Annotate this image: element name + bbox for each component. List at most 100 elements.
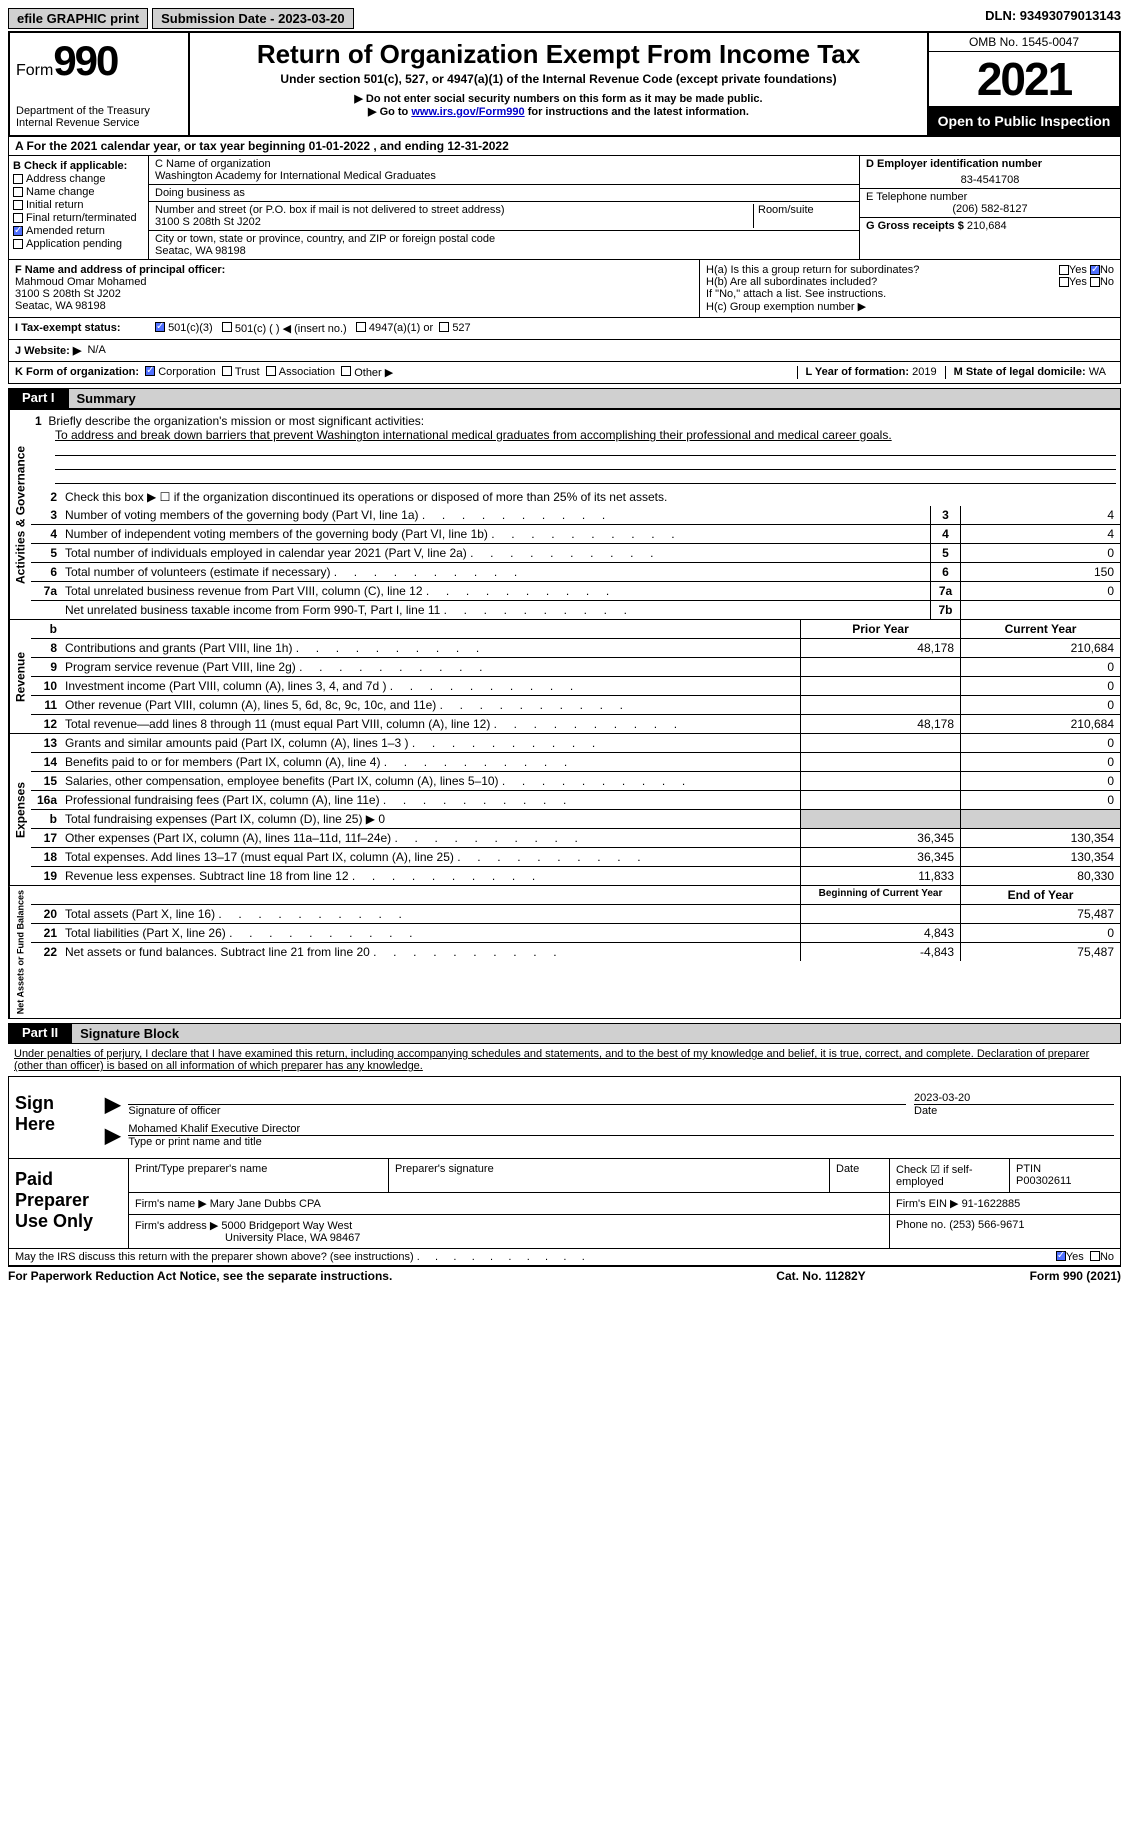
prep-print-label: Print/Type preparer's name [135,1163,382,1175]
sign-here-label: Sign Here [9,1077,99,1158]
exp-line: 17 Other expenses (Part IX, column (A), … [31,829,1120,848]
sig-officer-label: Signature of officer [128,1105,906,1117]
irs-label: Internal Revenue Service [16,117,182,129]
firm-ein-label: Firm's EIN ▶ [896,1198,959,1210]
k-other[interactable] [341,366,351,376]
cat-no: Cat. No. 11282Y [721,1269,921,1283]
sig-date-label: Date [914,1105,1114,1117]
city-label: City or town, state or province, country… [155,233,853,245]
gov-line: Net unrelated business taxable income fr… [31,601,1120,619]
rev-line: 8 Contributions and grants (Part VIII, l… [31,639,1120,658]
officer-addr1: 3100 S 208th St J202 [15,288,693,300]
prep-check-label: Check ☑ if self-employed [896,1163,1003,1188]
k-corp[interactable] [145,366,155,376]
i-opt2: 501(c) ( ) ◀ (insert no.) [235,322,347,335]
room-label: Room/suite [758,204,853,216]
ha-yes[interactable] [1059,265,1069,275]
part2-header: Part II Signature Block [8,1023,1121,1044]
hb-label: H(b) Are all subordinates included? [706,276,1059,288]
chk-initial-return[interactable] [13,200,23,210]
dln-label: DLN: 93493079013143 [985,8,1121,29]
exp-line: 19 Revenue less expenses. Subtract line … [31,867,1120,885]
i-opt3: 4947(a)(1) or [369,322,433,335]
arrow-icon: ▶ [105,1092,120,1117]
i-501c[interactable] [222,322,232,332]
form-label: Form [16,62,53,79]
open-public-label: Open to Public Inspection [929,107,1119,135]
part1-title: Summary [69,388,1121,409]
exp-vlabel: Expenses [9,734,31,885]
line1-label: Briefly describe the organization's miss… [48,414,424,428]
m-label: M State of legal domicile: [954,366,1086,378]
c-name-label: C Name of organization [155,158,853,170]
hb-yes[interactable] [1059,277,1069,287]
name-title-label: Type or print name and title [128,1136,1114,1148]
hb-yes-lbl: Yes [1069,276,1087,288]
gov-line: 6 Total number of volunteers (estimate i… [31,563,1120,582]
i-501c3[interactable] [155,322,165,332]
part1-header: Part I Summary [8,388,1121,409]
exp-line: 15 Salaries, other compensation, employe… [31,772,1120,791]
dba-label: Doing business as [155,187,853,199]
form-subtitle: Under section 501(c), 527, or 4947(a)(1)… [196,72,921,86]
phone-value: (206) 582-8127 [866,203,1114,215]
k-trust-lbl: Trust [235,366,260,379]
sig-date: 2023-03-20 [914,1092,1114,1105]
row-a-tax-year: A For the 2021 calendar year, or tax yea… [8,137,1121,156]
exp-line: 13 Grants and similar amounts paid (Part… [31,734,1120,753]
paperwork-notice: For Paperwork Reduction Act Notice, see … [8,1269,721,1283]
chk-final-return[interactable] [13,213,23,223]
discuss-no[interactable] [1090,1251,1100,1261]
k-other-lbl: Other ▶ [354,366,393,379]
gov-line: 5 Total number of individuals employed i… [31,544,1120,563]
i-4947[interactable] [356,322,366,332]
j-label: J Website: ▶ [15,344,81,357]
gov-section: Activities & Governance 1 Briefly descri… [8,409,1121,620]
net-line: 21 Total liabilities (Part X, line 26) 4… [31,924,1120,943]
i-opt4: 527 [452,322,470,335]
discuss-text: May the IRS discuss this return with the… [15,1251,1056,1263]
end-year-header: End of Year [960,886,1120,904]
city-value: Seatac, WA 98198 [155,245,853,257]
i-527[interactable] [439,322,449,332]
form-header: Form990 Department of the Treasury Inter… [8,31,1121,137]
chk-name-change[interactable] [13,187,23,197]
lbl-name-change: Name change [26,186,95,198]
form-note1: ▶ Do not enter social security numbers o… [196,92,921,105]
dept-label: Department of the Treasury [16,105,182,117]
exp-line: b Total fundraising expenses (Part IX, c… [31,810,1120,829]
discuss-yes[interactable] [1056,1251,1066,1261]
f-label: F Name and address of principal officer: [15,264,693,276]
paperwork-row: For Paperwork Reduction Act Notice, see … [8,1266,1121,1283]
m-value: WA [1089,366,1106,378]
hb-no[interactable] [1090,277,1100,287]
efile-button[interactable]: efile GRAPHIC print [8,8,148,29]
section-fgh: F Name and address of principal officer:… [8,260,1121,318]
phone-label: E Telephone number [866,191,1114,203]
i-opt1: 501(c)(3) [168,322,213,335]
k-assoc-lbl: Association [279,366,335,379]
form-number: 990 [53,37,117,84]
arrow-icon2: ▶ [105,1123,120,1148]
row-i: I Tax-exempt status: 501(c)(3) 501(c) ( … [8,318,1121,340]
ha-label: H(a) Is this a group return for subordin… [706,264,1059,276]
chk-application-pending[interactable] [13,239,23,249]
omb-number: OMB No. 1545-0047 [929,33,1119,52]
row-j: J Website: ▶ N/A [8,340,1121,362]
k-trust[interactable] [222,366,232,376]
chk-amended-return[interactable] [13,226,23,236]
rev-line: 9 Program service revenue (Part VIII, li… [31,658,1120,677]
k-assoc[interactable] [266,366,276,376]
lbl-address-change: Address change [26,173,106,185]
exp-section: Expenses 13 Grants and similar amounts p… [8,734,1121,886]
gov-line: 4 Number of independent voting members o… [31,525,1120,544]
form-footer: Form 990 (2021) [921,1269,1121,1283]
submission-date: Submission Date - 2023-03-20 [152,8,354,29]
k-label: K Form of organization: [15,366,139,379]
hb-no-lbl: No [1100,276,1114,288]
irs-link[interactable]: www.irs.gov/Form990 [411,106,524,118]
chk-address-change[interactable] [13,174,23,184]
rev-vlabel: Revenue [9,620,31,733]
firm-addr2: University Place, WA 98467 [135,1232,883,1244]
ha-no[interactable] [1090,265,1100,275]
